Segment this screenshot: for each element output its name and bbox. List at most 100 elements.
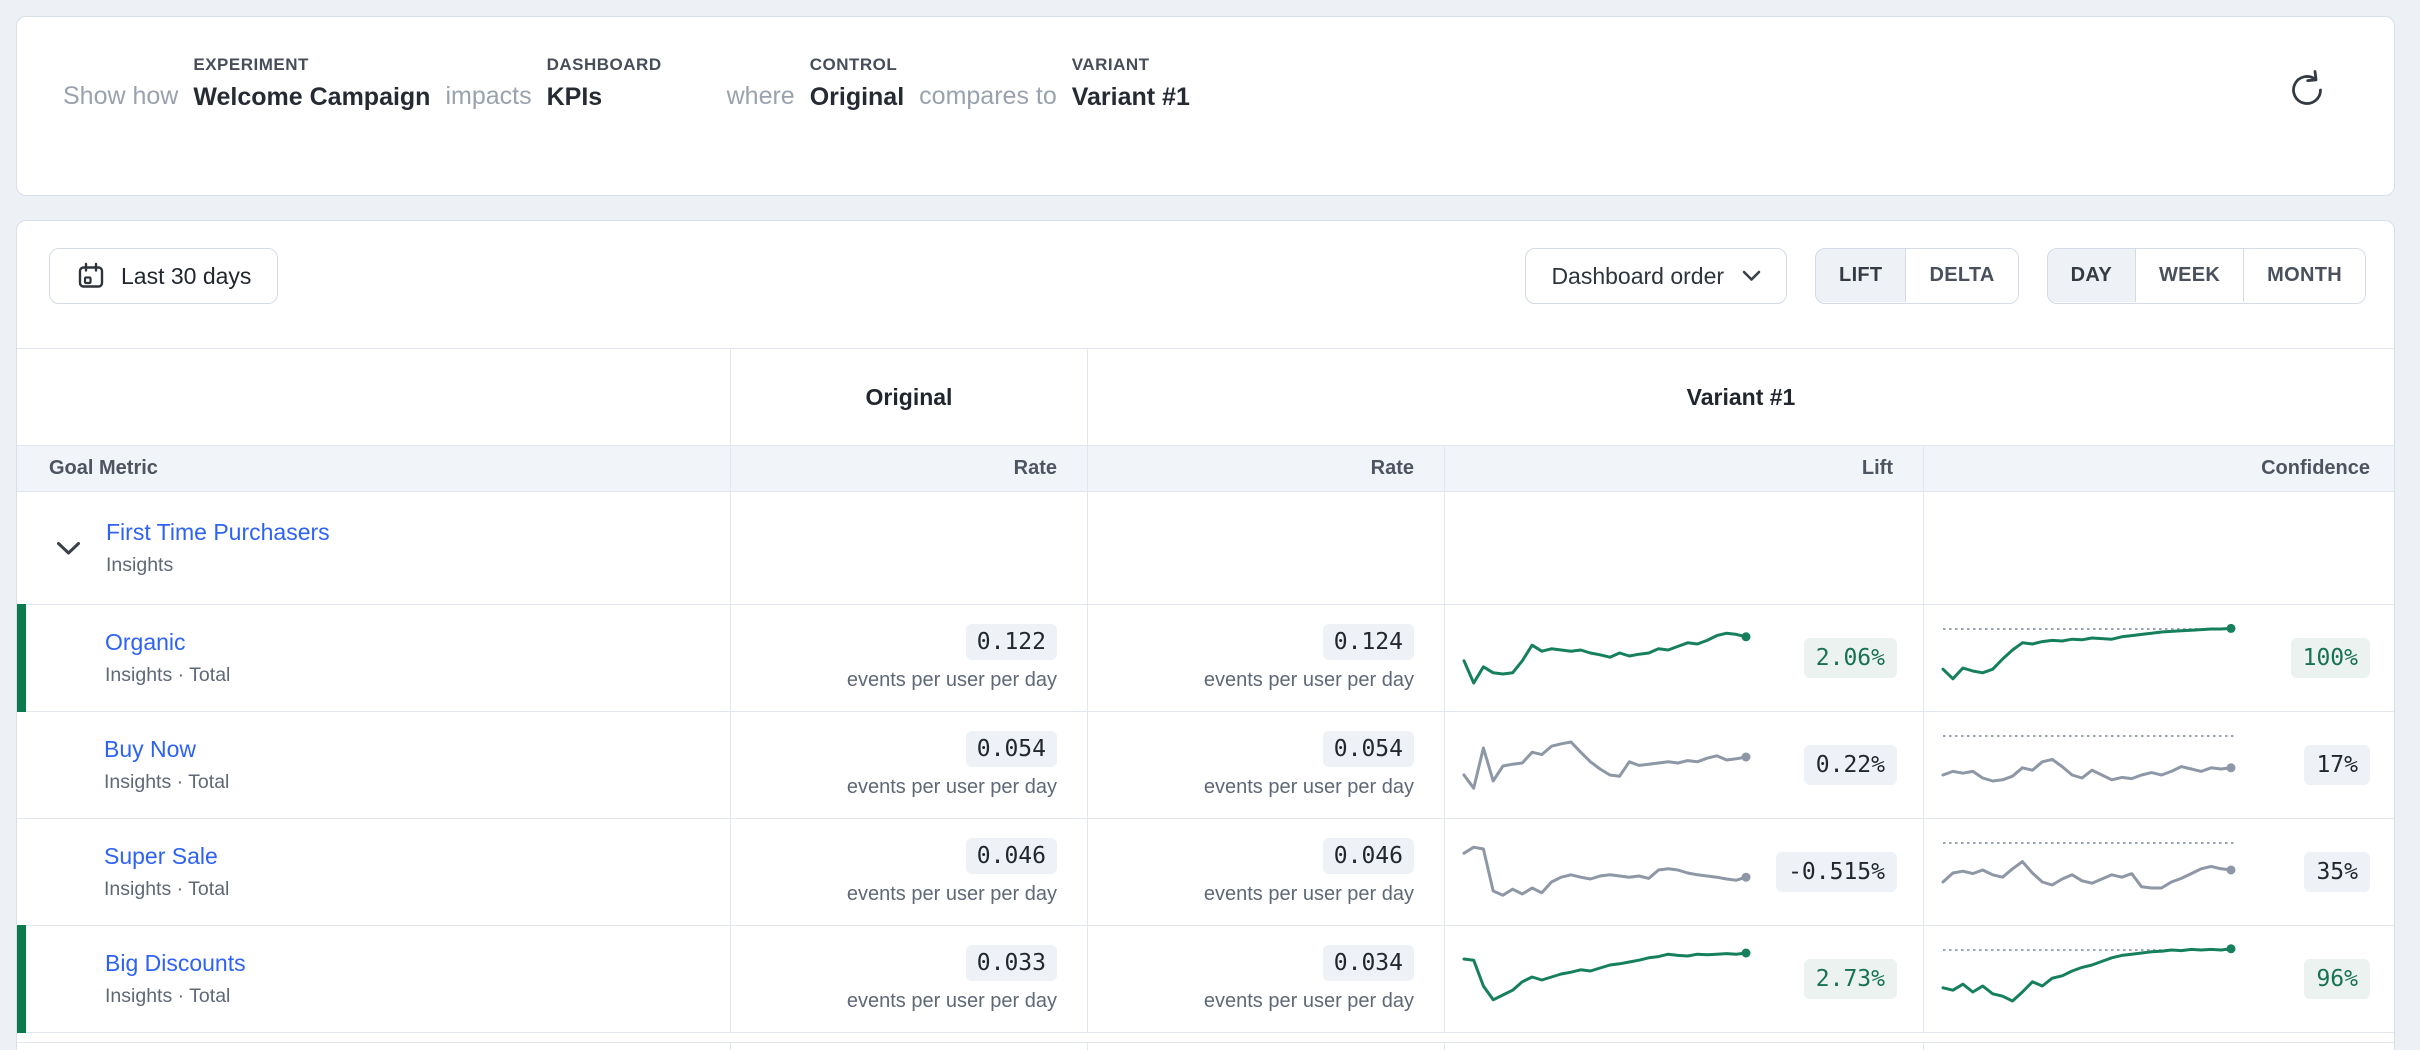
collapse-toggle[interactable] xyxy=(56,541,81,556)
empty-cell xyxy=(17,1043,730,1050)
sentence-word-impacts: impacts xyxy=(445,82,532,110)
rate-unit: events per user per day xyxy=(846,883,1057,905)
empty-cell xyxy=(1444,492,1923,604)
variant-slot[interactable]: VARIANT Variant #1 xyxy=(1072,55,1190,112)
lift-value: 2.73% xyxy=(1803,959,1897,999)
empty-cell xyxy=(1923,492,2394,604)
sentence-word-where: where xyxy=(726,82,795,110)
table-row-super-sale: Super Sale Insights · Total 0.046 events… xyxy=(17,819,2394,926)
table-row-first-time-purchasers: First Time Purchasers Insights xyxy=(17,492,2394,605)
dashboard-order-select[interactable]: Dashboard order xyxy=(1525,248,1788,304)
group-spacer xyxy=(17,1033,2394,1043)
winning-accent-bar xyxy=(17,925,26,1033)
metric-link[interactable]: Buy Now xyxy=(104,736,197,762)
refresh-button[interactable] xyxy=(2284,67,2330,113)
variant-rate-cell: 0.034 events per user per day xyxy=(1087,926,1444,1032)
rate-value: 0.054 xyxy=(965,731,1057,767)
variant-slot-value[interactable]: Variant #1 xyxy=(1071,83,1190,111)
chevron-down-icon xyxy=(1742,270,1761,281)
winning-accent-bar xyxy=(17,604,26,712)
kpi-dashboard-card: Last 30 days Dashboard order LIFT DELTA … xyxy=(16,220,2395,1050)
toggle-option-month[interactable]: MONTH xyxy=(2243,249,2365,302)
metric-name-cell: Super Sale Insights · Total xyxy=(17,819,730,925)
experiment-slot-value[interactable]: Welcome Campaign xyxy=(193,83,431,111)
rate-unit: events per user per day xyxy=(1203,669,1414,691)
rate-value: 0.124 xyxy=(1322,624,1414,660)
metric-name-cell: Buy Now Insights · Total xyxy=(17,712,730,818)
metric-link[interactable]: Organic xyxy=(105,629,186,655)
dashboard-slot[interactable]: DASHBOARD KPIs xyxy=(547,55,662,112)
variant-rate-column-header: Rate xyxy=(1087,446,1444,491)
rate-value: 0.033 xyxy=(965,945,1057,981)
rate-unit: events per user per day xyxy=(1203,883,1414,905)
original-rate-cell: 0.046 events per user per day xyxy=(730,819,1087,925)
sentence-word-show-how: Show how xyxy=(63,82,179,110)
empty-cell xyxy=(1923,1043,2394,1050)
metric-name-cell: Big Discounts Insights · Total xyxy=(17,926,730,1032)
dashboard-slot-value[interactable]: KPIs xyxy=(546,83,603,111)
confidence-cell: 17% xyxy=(1923,712,2394,818)
rate-value: 0.046 xyxy=(1322,838,1414,874)
lift-sparkline xyxy=(1459,939,1759,1019)
confidence-column-header: Confidence xyxy=(1923,446,2394,491)
lift-sparkline xyxy=(1459,725,1759,805)
toggle-option-delta[interactable]: DELTA xyxy=(1905,249,2018,302)
confidence-value: 35% xyxy=(2304,852,2370,892)
lift-cell: -0.515% xyxy=(1444,819,1923,925)
date-range-label: Last 30 days xyxy=(121,262,252,289)
metric-name-cell: Organic Insights · Total xyxy=(17,605,730,711)
experiment-slot[interactable]: EXPERIMENT Welcome Campaign xyxy=(193,55,430,112)
toggle-option-day[interactable]: DAY xyxy=(2047,249,2135,302)
original-rate-cell: 0.054 events per user per day xyxy=(730,712,1087,818)
rate-value: 0.122 xyxy=(965,624,1057,660)
lift-cell: 2.73% xyxy=(1444,926,1923,1032)
rate-unit: events per user per day xyxy=(846,669,1057,691)
lift-cell: 0.22% xyxy=(1444,712,1923,818)
empty-cell xyxy=(730,1043,1087,1050)
metric-subtitle: Insights · Total xyxy=(104,878,230,900)
confidence-sparkline xyxy=(1938,618,2244,698)
control-slot[interactable]: CONTROL Original xyxy=(810,55,904,112)
table-row-partial xyxy=(17,1043,2394,1050)
original-rate-column-header: Rate xyxy=(730,446,1087,491)
confidence-value: 100% xyxy=(2290,638,2370,678)
metric-subtitle: Insights · Total xyxy=(105,664,231,686)
toggle-option-lift[interactable]: LIFT xyxy=(1816,249,1906,302)
original-group-header: Original xyxy=(730,349,1087,445)
experiment-sentence: Show how EXPERIMENT Welcome Campaign imp… xyxy=(17,17,2394,112)
variant-rate-cell: 0.046 events per user per day xyxy=(1087,819,1444,925)
metric-link[interactable]: Big Discounts xyxy=(105,950,246,976)
experiment-summary-card: Show how EXPERIMENT Welcome Campaign imp… xyxy=(16,16,2395,196)
lift-sparkline xyxy=(1459,618,1759,698)
table-row-organic: Organic Insights · Total 0.122 events pe… xyxy=(17,604,2394,712)
control-slot-value[interactable]: Original xyxy=(809,83,905,111)
refresh-icon xyxy=(2292,70,2322,105)
empty-cell xyxy=(1444,1043,1923,1050)
original-rate-cell: 0.033 events per user per day xyxy=(730,926,1087,1032)
rate-unit: events per user per day xyxy=(1203,990,1414,1012)
confidence-cell: 35% xyxy=(1923,819,2394,925)
metric-link[interactable]: Super Sale xyxy=(104,843,218,869)
table-row-big-discounts: Big Discounts Insights · Total 0.033 eve… xyxy=(17,925,2394,1033)
toggle-option-week[interactable]: WEEK xyxy=(2134,249,2244,302)
metric-link[interactable]: First Time Purchasers xyxy=(106,519,330,545)
variant-rate-cell: 0.124 events per user per day xyxy=(1087,605,1444,711)
empty-cell xyxy=(1087,492,1444,604)
calendar-icon xyxy=(78,262,104,288)
chevron-down-icon xyxy=(57,541,80,554)
lift-sparkline xyxy=(1459,832,1759,912)
lift-cell: 2.06% xyxy=(1444,605,1923,711)
column-header-row: Goal Metric Rate Rate Lift Confidence xyxy=(17,446,2394,492)
confidence-value: 96% xyxy=(2304,959,2370,999)
lift-delta-toggle: LIFT DELTA xyxy=(1815,248,2019,304)
empty-header-cell xyxy=(17,349,730,445)
metric-subtitle: Insights · Total xyxy=(104,771,230,793)
lift-column-header: Lift xyxy=(1444,446,1923,491)
date-range-button[interactable]: Last 30 days xyxy=(49,248,279,304)
original-rate-cell: 0.122 events per user per day xyxy=(730,605,1087,711)
goal-metric-column-header: Goal Metric xyxy=(49,457,158,479)
variant-rate-cell: 0.054 events per user per day xyxy=(1087,712,1444,818)
dashboard-order-label: Dashboard order xyxy=(1551,262,1725,289)
lift-value: 2.06% xyxy=(1803,638,1897,678)
empty-cell xyxy=(730,492,1087,604)
